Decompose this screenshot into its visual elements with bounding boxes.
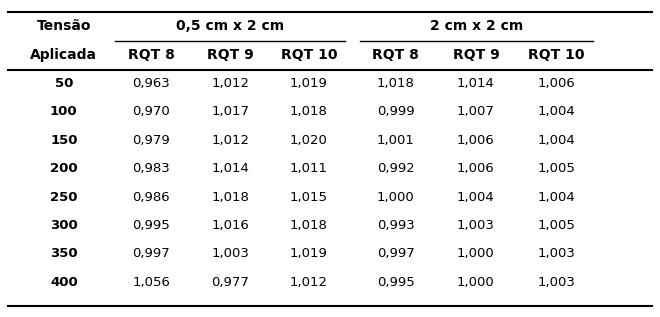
Text: Tensão: Tensão bbox=[36, 19, 91, 34]
Text: 1,018: 1,018 bbox=[290, 219, 328, 232]
Text: 1,006: 1,006 bbox=[538, 77, 576, 90]
Text: 1,001: 1,001 bbox=[377, 134, 414, 147]
Text: 1,011: 1,011 bbox=[290, 162, 328, 175]
Text: 0,995: 0,995 bbox=[133, 219, 170, 232]
Text: 1,000: 1,000 bbox=[457, 247, 495, 260]
Text: 0,997: 0,997 bbox=[133, 247, 170, 260]
Text: 1,000: 1,000 bbox=[377, 191, 414, 204]
Text: 0,963: 0,963 bbox=[133, 77, 170, 90]
Text: 0,977: 0,977 bbox=[211, 276, 249, 289]
Text: 0,970: 0,970 bbox=[133, 105, 170, 118]
Text: 1,005: 1,005 bbox=[538, 162, 576, 175]
Text: 1,016: 1,016 bbox=[211, 219, 249, 232]
Text: 400: 400 bbox=[50, 276, 78, 289]
Text: 1,005: 1,005 bbox=[538, 219, 576, 232]
Text: RQT 8: RQT 8 bbox=[128, 48, 175, 62]
Text: 350: 350 bbox=[50, 247, 78, 260]
Text: 1,019: 1,019 bbox=[290, 247, 328, 260]
Text: 1,012: 1,012 bbox=[211, 77, 249, 90]
Text: 1,015: 1,015 bbox=[290, 191, 328, 204]
Text: 0,999: 0,999 bbox=[377, 105, 414, 118]
Text: 0,995: 0,995 bbox=[377, 276, 414, 289]
Text: 1,012: 1,012 bbox=[290, 276, 328, 289]
Text: 1,018: 1,018 bbox=[211, 191, 249, 204]
Text: 0,983: 0,983 bbox=[133, 162, 170, 175]
Text: RQT 9: RQT 9 bbox=[207, 48, 253, 62]
Text: 1,004: 1,004 bbox=[538, 134, 576, 147]
Text: 1,012: 1,012 bbox=[211, 134, 249, 147]
Text: 300: 300 bbox=[50, 219, 78, 232]
Text: 0,992: 0,992 bbox=[377, 162, 414, 175]
Text: 1,003: 1,003 bbox=[457, 219, 495, 232]
Text: 1,014: 1,014 bbox=[211, 162, 249, 175]
Text: 1,017: 1,017 bbox=[211, 105, 249, 118]
Text: 1,006: 1,006 bbox=[457, 134, 495, 147]
Text: 1,003: 1,003 bbox=[211, 247, 249, 260]
Text: 1,014: 1,014 bbox=[457, 77, 495, 90]
Text: 0,979: 0,979 bbox=[133, 134, 170, 147]
Text: RQT 10: RQT 10 bbox=[280, 48, 337, 62]
Text: RQT 10: RQT 10 bbox=[529, 48, 585, 62]
Text: 1,004: 1,004 bbox=[538, 105, 576, 118]
Text: 1,018: 1,018 bbox=[290, 105, 328, 118]
Text: 1,000: 1,000 bbox=[457, 276, 495, 289]
Text: 1,019: 1,019 bbox=[290, 77, 328, 90]
Text: 1,020: 1,020 bbox=[290, 134, 328, 147]
Text: 50: 50 bbox=[55, 77, 73, 90]
Text: 1,004: 1,004 bbox=[538, 191, 576, 204]
Text: 2 cm x 2 cm: 2 cm x 2 cm bbox=[430, 19, 523, 34]
Text: 0,997: 0,997 bbox=[377, 247, 414, 260]
Text: 1,006: 1,006 bbox=[457, 162, 495, 175]
Text: 1,003: 1,003 bbox=[538, 247, 576, 260]
Text: 0,993: 0,993 bbox=[377, 219, 414, 232]
Text: 1,003: 1,003 bbox=[538, 276, 576, 289]
Text: RQT 9: RQT 9 bbox=[453, 48, 499, 62]
Text: 250: 250 bbox=[50, 191, 78, 204]
Text: Aplicada: Aplicada bbox=[30, 48, 97, 62]
Text: 0,986: 0,986 bbox=[133, 191, 170, 204]
Text: 1,056: 1,056 bbox=[132, 276, 170, 289]
Text: 150: 150 bbox=[50, 134, 78, 147]
Text: 100: 100 bbox=[50, 105, 78, 118]
Text: RQT 8: RQT 8 bbox=[372, 48, 419, 62]
Text: 0,5 cm x 2 cm: 0,5 cm x 2 cm bbox=[176, 19, 284, 34]
Text: 1,004: 1,004 bbox=[457, 191, 495, 204]
Text: 1,007: 1,007 bbox=[457, 105, 495, 118]
Text: 200: 200 bbox=[50, 162, 78, 175]
Text: 1,018: 1,018 bbox=[377, 77, 414, 90]
